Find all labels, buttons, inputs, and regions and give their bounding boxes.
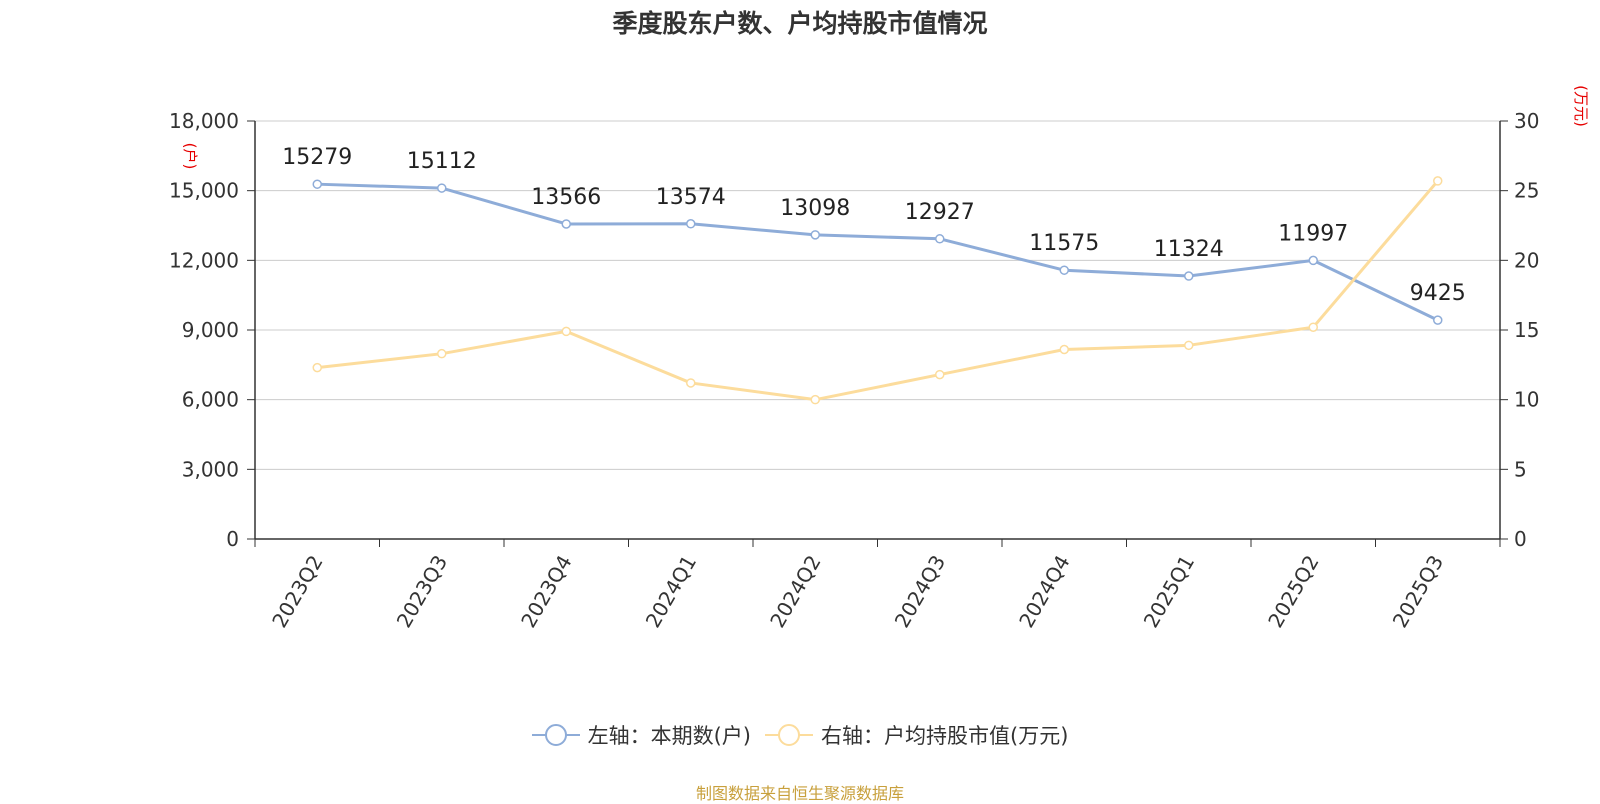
data-point-left [561, 219, 571, 229]
data-point-left [810, 230, 820, 240]
data-label: 9425 [1410, 281, 1466, 306]
legend-left-label: 左轴：本期数(户) [587, 724, 751, 748]
y-right-tick-label: 30 [1514, 109, 1539, 133]
data-point-left [686, 219, 696, 229]
x-category-label: 2025Q2 [1263, 551, 1323, 632]
y-right-tick-label: 25 [1514, 179, 1539, 203]
data-point-right [1184, 340, 1194, 351]
data-point-right [437, 348, 447, 359]
data-label: 11997 [1278, 221, 1348, 246]
data-label: 12927 [905, 200, 975, 225]
grid-lines [255, 120, 1500, 470]
y-right-tick-label: 15 [1514, 318, 1539, 342]
legend-item-right[interactable]: 右轴：户均持股市值(万元) [765, 720, 1068, 750]
legend-right-label: 右轴：户均持股市值(万元) [821, 724, 1069, 748]
x-category-label: 2024Q1 [641, 551, 701, 632]
data-point-right [935, 369, 945, 380]
x-category-label: 2023Q2 [267, 551, 327, 632]
data-point-left [935, 234, 945, 244]
y-left-tick-label: 18,000 [169, 109, 239, 133]
y-left-tick-label: 12,000 [169, 248, 239, 272]
y-right-tick-label: 5 [1514, 457, 1527, 481]
data-point-left [1184, 271, 1194, 281]
data-point-right [1308, 322, 1318, 332]
axes: 0 3,000 6,000 9,000 12,000 15,000 18,000 0 5 10 15… [169, 85, 1590, 632]
data-point-right [312, 362, 322, 373]
data-point-left [1308, 255, 1318, 266]
y-left-unit-label: (户) [181, 143, 199, 170]
x-category-label: 2024Q4 [1014, 551, 1074, 632]
data-label: 13098 [780, 196, 850, 221]
series [312, 176, 1443, 405]
data-point-right [686, 378, 696, 388]
y-right-unit-label: (万元) [1572, 85, 1590, 127]
series-line-left [317, 182, 1439, 322]
x-category-label: 2024Q3 [890, 551, 950, 632]
y-right-tick-label: 0 [1514, 527, 1527, 551]
x-category-label: 2025Q3 [1388, 551, 1448, 632]
data-point-left [437, 183, 447, 193]
y-left-tick-label: 15,000 [169, 179, 239, 203]
y-left-tick-label: 9,000 [182, 318, 239, 342]
legend-left-icon [531, 722, 580, 748]
source-note: 制图数据来自恒生聚源数据库 [695, 784, 904, 803]
y-right-tick-label: 20 [1514, 248, 1539, 272]
y-left-tick-label: 3,000 [182, 457, 239, 481]
y-left-tick-label: 6,000 [182, 388, 239, 412]
x-category-label: 2023Q3 [392, 551, 452, 632]
x-category-label: 2024Q2 [765, 551, 825, 632]
data-point-left [1433, 315, 1443, 325]
data-point-right [810, 394, 820, 405]
data-point-right [561, 326, 571, 337]
data-labels: 15279 15112 13566 13574 13098 12927 11575 11324… [282, 145, 1466, 306]
data-label: 13566 [531, 185, 601, 210]
y-left-tick-label: 0 [226, 527, 239, 551]
data-label: 13574 [656, 185, 726, 210]
legend: 左轴：本期数(户) 右轴：户均持股市值(万元) [0, 720, 1600, 750]
data-point-right [1433, 176, 1443, 186]
data-label: 15112 [407, 149, 477, 174]
series-line-right [317, 179, 1439, 402]
data-point-right [1059, 344, 1069, 355]
y-right-tick-label: 10 [1514, 388, 1539, 412]
data-point-left [312, 179, 322, 189]
legend-right-icon [765, 722, 813, 748]
x-category-label: 2025Q1 [1139, 551, 1199, 632]
x-category-label: 2023Q4 [516, 551, 576, 632]
data-label: 15279 [282, 145, 352, 170]
chart-title: 季度股东户数、户均持股市值情况 [612, 9, 988, 38]
legend-item-left[interactable]: 左轴：本期数(户) [531, 720, 751, 750]
data-label: 11324 [1154, 237, 1224, 262]
data-label: 11575 [1029, 231, 1099, 256]
data-point-left [1059, 265, 1069, 275]
